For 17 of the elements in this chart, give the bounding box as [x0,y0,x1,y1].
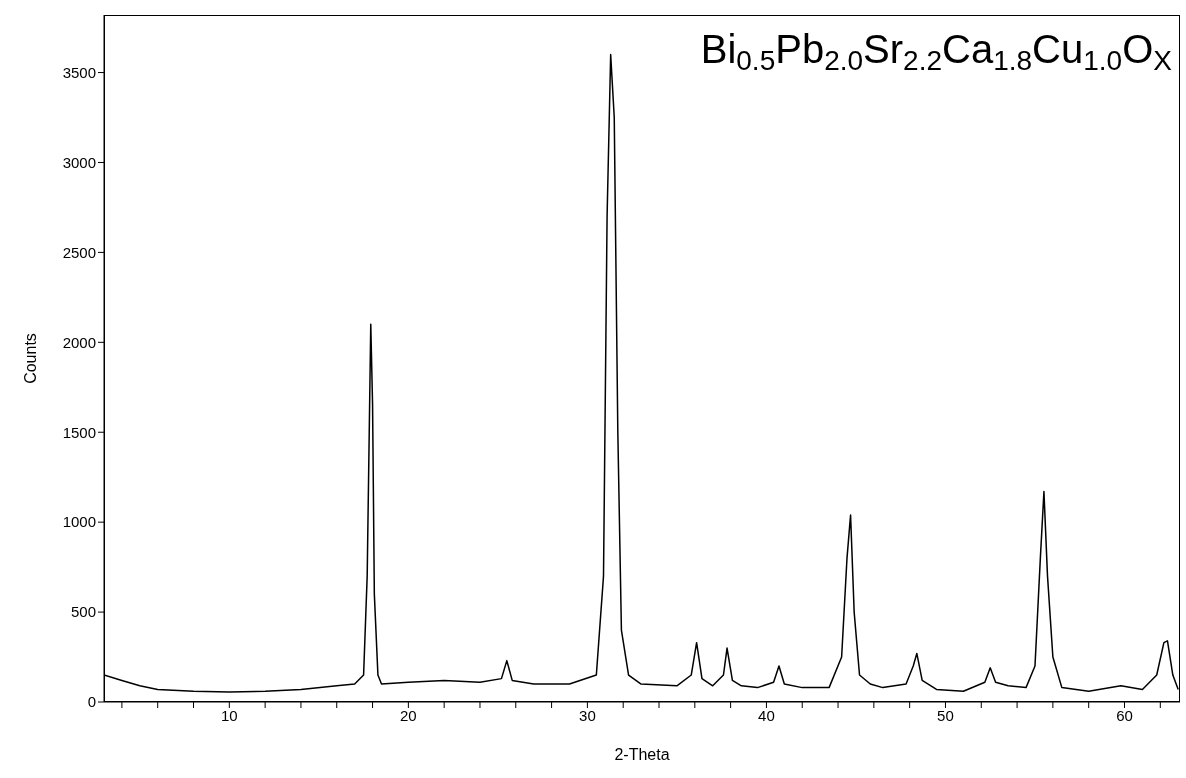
x-tick-label: 50 [937,706,954,724]
x-tick-label: 60 [1116,706,1133,724]
x-tick-label: 10 [220,706,238,724]
x-axis-title: 2-Theta [614,746,670,763]
y-tick-label: 3000 [62,153,96,171]
y-tick-label: 2500 [62,243,96,261]
y-tick-label: 2000 [62,333,96,351]
x-tick-label: 40 [758,706,775,724]
y-axis-title: Counts [21,333,39,384]
y-tick-label: 1500 [62,423,96,441]
x-tick-label: 20 [400,706,417,724]
y-tick-label: 0 [87,693,96,711]
text: Bi$_{0.5}$Pb$_{2.0}$Sr$_{2.2}$Ca$_{1.8}$Cu$_{1.0}$O$_{X}$ [700,27,1172,76]
x-tick-label: 30 [579,706,596,724]
y-tick-label: 3500 [62,63,96,81]
y-tick-label: 1000 [62,513,96,531]
y-tick-label: 500 [70,603,96,621]
